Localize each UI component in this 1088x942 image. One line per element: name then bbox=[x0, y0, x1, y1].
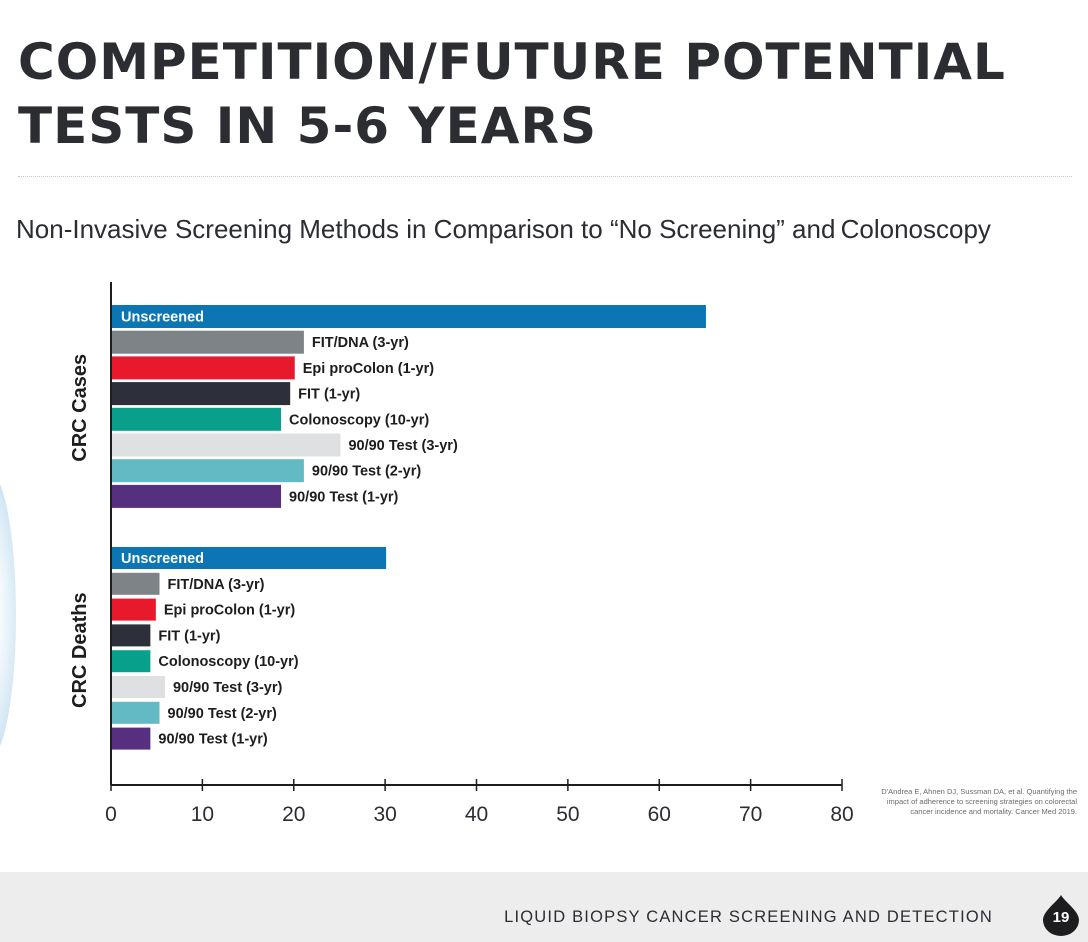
x-tick-label: 20 bbox=[282, 803, 305, 826]
bar-label: Epi proColon (1-yr) bbox=[164, 603, 295, 619]
bar-label: 90/90 Test (1-yr) bbox=[289, 489, 399, 505]
bar bbox=[112, 547, 387, 569]
bar-label: 90/90 Test (3-yr) bbox=[348, 438, 458, 454]
footer-title: LIQUID BIOPSY CANCER SCREENING AND DETEC… bbox=[504, 908, 993, 926]
page-number-badge: 19 bbox=[1040, 894, 1082, 936]
bar bbox=[112, 650, 151, 673]
x-tick-label: 70 bbox=[739, 803, 762, 826]
bar bbox=[112, 701, 160, 724]
group-label: CRC Cases bbox=[69, 354, 91, 462]
x-tick-label: 0 bbox=[105, 803, 117, 826]
citation-text: D'Andrea E, Ahnen DJ, Sussman DA, et al.… bbox=[881, 787, 1077, 816]
bar bbox=[112, 356, 295, 380]
bar bbox=[112, 598, 156, 621]
x-tick-label: 30 bbox=[373, 803, 396, 826]
bar-label: Colonoscopy (10-yr) bbox=[289, 412, 429, 428]
bar-label: Unscreened bbox=[121, 551, 204, 567]
bar-label: FIT (1-yr) bbox=[298, 387, 360, 403]
x-tick-label: 50 bbox=[556, 803, 579, 826]
bar bbox=[112, 407, 282, 431]
bar bbox=[112, 382, 291, 406]
chart-title: Non-Invasive Screening Methods in Compar… bbox=[16, 214, 991, 244]
droplet-icon bbox=[1043, 895, 1079, 936]
x-tick-label: 40 bbox=[465, 803, 488, 826]
bar-label: Epi proColon (1-yr) bbox=[303, 361, 434, 377]
slide-title: COMPETITION/FUTURE POTENTIAL TESTS IN 5-… bbox=[18, 33, 1006, 155]
bar-label: FIT/DNA (3-yr) bbox=[168, 577, 265, 593]
title-divider bbox=[18, 176, 1072, 177]
bar bbox=[112, 305, 706, 328]
bar bbox=[112, 484, 282, 508]
bar-label: FIT (1-yr) bbox=[158, 628, 220, 644]
bar bbox=[112, 727, 151, 750]
bar-label: 90/90 Test (2-yr) bbox=[168, 706, 278, 722]
footer-bar: LIQUID BIOPSY CANCER SCREENING AND DETEC… bbox=[0, 872, 1088, 942]
bar-label: Colonoscopy (10-yr) bbox=[158, 654, 298, 670]
bar bbox=[112, 433, 341, 457]
bar-label: 90/90 Test (1-yr) bbox=[158, 732, 268, 748]
page-number: 19 bbox=[1052, 909, 1070, 926]
bar bbox=[112, 624, 151, 647]
bar-label: 90/90 Test (3-yr) bbox=[173, 680, 283, 696]
bar bbox=[112, 676, 165, 698]
bar-label: Unscreened bbox=[121, 310, 204, 326]
x-tick-label: 60 bbox=[648, 803, 671, 826]
bar bbox=[112, 459, 304, 483]
horizontal-bar-chart: 0 10 20 30 40 50 60 70 80 CRC Cases Unscreened FIT/… bbox=[69, 282, 854, 826]
x-tick-label: 80 bbox=[830, 803, 853, 826]
group-label: CRC Deaths bbox=[69, 592, 91, 708]
bar bbox=[112, 572, 160, 595]
bar-label: 90/90 Test (2-yr) bbox=[312, 464, 422, 480]
bar bbox=[112, 330, 304, 354]
bar-label: FIT/DNA (3-yr) bbox=[312, 335, 409, 351]
x-tick-label: 10 bbox=[191, 803, 214, 826]
decorative-blue-ring bbox=[0, 470, 16, 760]
